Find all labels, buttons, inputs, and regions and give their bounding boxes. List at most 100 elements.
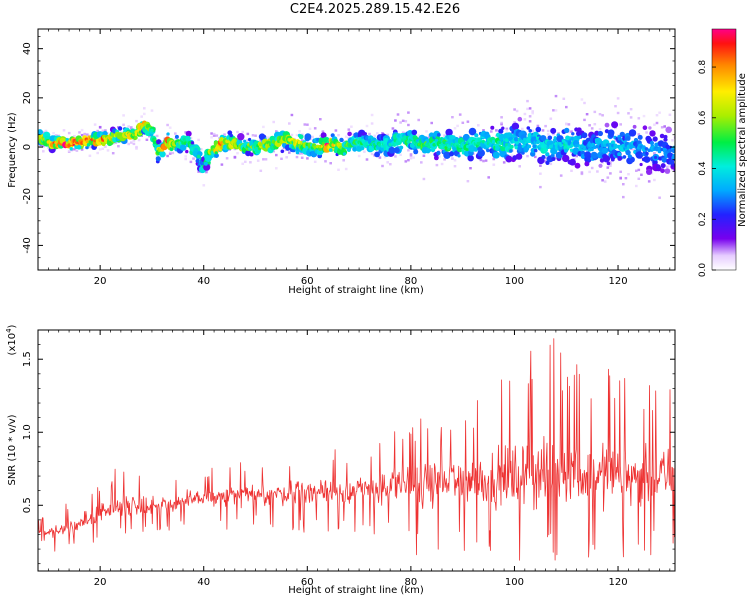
heatmap-speckle bbox=[394, 119, 397, 122]
heatmap-speckle bbox=[614, 105, 617, 108]
heatmap-speckle bbox=[609, 162, 612, 165]
heatmap-speckle bbox=[554, 156, 558, 159]
heatmap-speckle bbox=[303, 123, 307, 126]
colorbar-label: Normalized spectral amplitude bbox=[737, 73, 748, 227]
heatmap-speckle bbox=[653, 152, 656, 155]
heatmap-speckle bbox=[531, 112, 534, 115]
heatmap-speckle bbox=[174, 132, 177, 135]
heatmap-speckle bbox=[282, 149, 286, 152]
heatmap-speckle bbox=[590, 166, 594, 170]
heatmap-speckle bbox=[570, 169, 573, 172]
heatmap-speckle bbox=[583, 118, 586, 122]
heatmap-speckle bbox=[528, 120, 532, 123]
heatmap-speckle bbox=[80, 148, 84, 151]
heatmap-cell bbox=[490, 125, 495, 130]
heatmap-speckle bbox=[288, 122, 291, 125]
heatmap-speckle bbox=[370, 113, 374, 117]
heatmap-cell bbox=[565, 135, 570, 141]
heatmap-speckle bbox=[622, 183, 625, 186]
y-tick-label: 0.5 bbox=[22, 497, 33, 513]
heatmap-speckle bbox=[298, 152, 301, 155]
heatmap-speckle bbox=[150, 109, 154, 112]
heatmap-speckle bbox=[337, 168, 340, 171]
heatmap-speckle bbox=[627, 112, 630, 115]
heatmap-cell bbox=[602, 155, 611, 163]
heatmap-cell bbox=[598, 163, 603, 168]
heatmap-speckle bbox=[453, 127, 457, 130]
heatmap-speckle bbox=[127, 142, 130, 146]
heatmap-speckle bbox=[407, 123, 410, 127]
heatmap-speckle bbox=[215, 134, 219, 137]
heatmap-speckle bbox=[637, 168, 641, 172]
heatmap-cell bbox=[304, 133, 312, 141]
heatmap-speckle bbox=[487, 176, 490, 179]
heatmap-speckle bbox=[622, 195, 625, 199]
heatmap-speckle bbox=[342, 159, 345, 162]
heatmap-cell bbox=[86, 143, 91, 147]
heatmap-cell bbox=[635, 151, 643, 159]
heatmap-cell bbox=[617, 156, 623, 161]
colorbar-tick-label: 0.6 bbox=[698, 110, 708, 125]
heatmap-speckle bbox=[546, 129, 550, 133]
heatmap-cell bbox=[411, 129, 418, 136]
heatmap-speckle bbox=[443, 134, 446, 137]
heatmap-speckle bbox=[324, 160, 327, 163]
heatmap-speckle bbox=[262, 158, 265, 161]
heatmap-speckle bbox=[86, 133, 89, 136]
heatmap-speckle bbox=[88, 145, 92, 149]
y-tick-label: 40 bbox=[22, 42, 33, 55]
heatmap-speckle bbox=[321, 130, 325, 133]
heatmap-cell bbox=[604, 122, 610, 128]
heatmap-cell bbox=[574, 162, 581, 169]
heatmap-cell bbox=[295, 150, 300, 155]
heatmap-speckle bbox=[381, 132, 384, 135]
heatmap-cell bbox=[665, 126, 672, 134]
heatmap-cell bbox=[69, 147, 73, 151]
heatmap-speckle bbox=[370, 122, 374, 125]
heatmap-speckle bbox=[505, 127, 509, 130]
heatmap-speckle bbox=[526, 154, 529, 158]
heatmap-speckle bbox=[526, 99, 529, 103]
figure-title: C2E4.2025.289.15.42.E26 bbox=[289, 2, 461, 17]
heatmap-speckle bbox=[420, 161, 423, 164]
heatmap-speckle bbox=[249, 161, 252, 164]
heatmap-speckle bbox=[135, 119, 138, 123]
heatmap-cell bbox=[625, 149, 631, 156]
heatmap-speckle bbox=[288, 151, 291, 154]
snr-x-axis-label: Height of straight line (km) bbox=[288, 585, 424, 596]
heatmap-speckle bbox=[225, 157, 229, 160]
heatmap-speckle bbox=[598, 128, 602, 131]
heatmap-cell bbox=[413, 149, 419, 155]
heatmap-speckle bbox=[378, 156, 382, 159]
heatmap-speckle bbox=[500, 121, 503, 125]
x-tick-label: 120 bbox=[608, 276, 627, 287]
heatmap-speckle bbox=[601, 179, 604, 182]
heatmap-cell bbox=[545, 152, 550, 157]
heatmap-cell bbox=[360, 146, 365, 151]
heatmap-cell bbox=[668, 159, 675, 165]
heatmap-peak-cell bbox=[181, 141, 185, 145]
heatmap-speckle bbox=[130, 141, 133, 144]
heatmap-cell bbox=[563, 148, 569, 153]
heatmap-speckle bbox=[417, 118, 420, 122]
heatmap-speckle bbox=[161, 140, 164, 143]
heatmap-speckle bbox=[655, 121, 659, 125]
heatmap-speckle bbox=[440, 162, 444, 166]
heatmap-cell bbox=[214, 153, 219, 159]
heatmap-cell bbox=[579, 148, 583, 152]
heatmap-speckle bbox=[166, 123, 169, 127]
heatmap-speckle bbox=[640, 173, 643, 176]
heatmap-speckle bbox=[606, 152, 610, 155]
heatmap-cell bbox=[642, 125, 648, 130]
heatmap-speckle bbox=[435, 163, 439, 167]
heatmap-speckle bbox=[526, 107, 529, 111]
heatmap-speckle bbox=[539, 185, 542, 189]
heatmap-speckle bbox=[241, 130, 244, 134]
heatmap-speckle bbox=[93, 123, 97, 126]
heatmap-peak-cell bbox=[590, 147, 594, 152]
heatmap-cell bbox=[258, 133, 266, 140]
heatmap-speckle bbox=[637, 133, 641, 136]
heatmap-speckle bbox=[295, 133, 299, 137]
heatmap-speckle bbox=[409, 153, 413, 156]
heatmap-cell bbox=[505, 155, 513, 163]
